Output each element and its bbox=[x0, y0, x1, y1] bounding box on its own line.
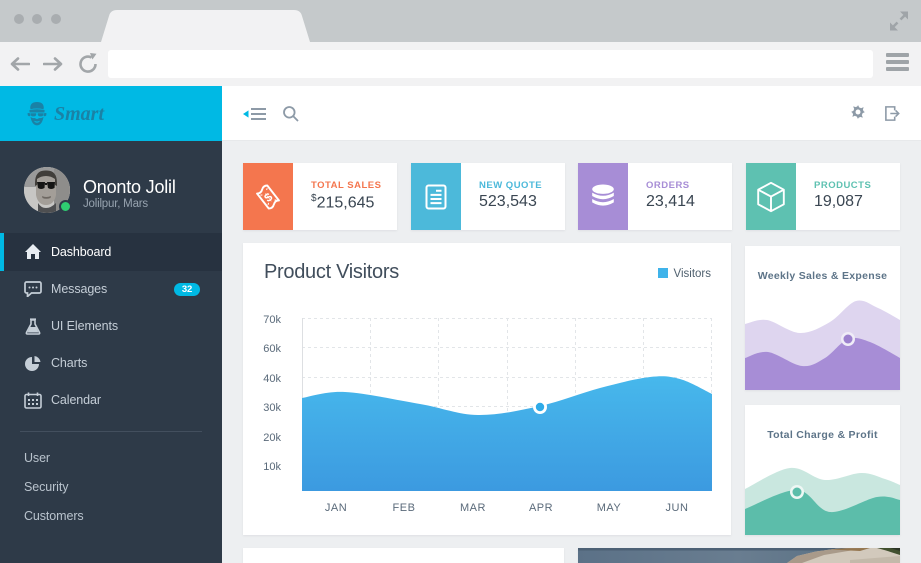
svg-text:MAY: MAY bbox=[597, 502, 622, 514]
svg-text:20k: 20k bbox=[263, 432, 281, 444]
svg-text:FEB: FEB bbox=[393, 502, 416, 514]
svg-text:30k: 30k bbox=[263, 402, 281, 414]
svg-text:JAN: JAN bbox=[325, 502, 347, 514]
svg-text:70k: 70k bbox=[263, 314, 281, 326]
svg-text:60k: 60k bbox=[263, 343, 281, 355]
svg-text:APR: APR bbox=[529, 502, 553, 514]
svg-text:JUN: JUN bbox=[666, 502, 689, 514]
svg-text:40k: 40k bbox=[263, 373, 281, 385]
svg-text:10k: 10k bbox=[263, 461, 281, 473]
svg-text:MAR: MAR bbox=[460, 502, 486, 514]
